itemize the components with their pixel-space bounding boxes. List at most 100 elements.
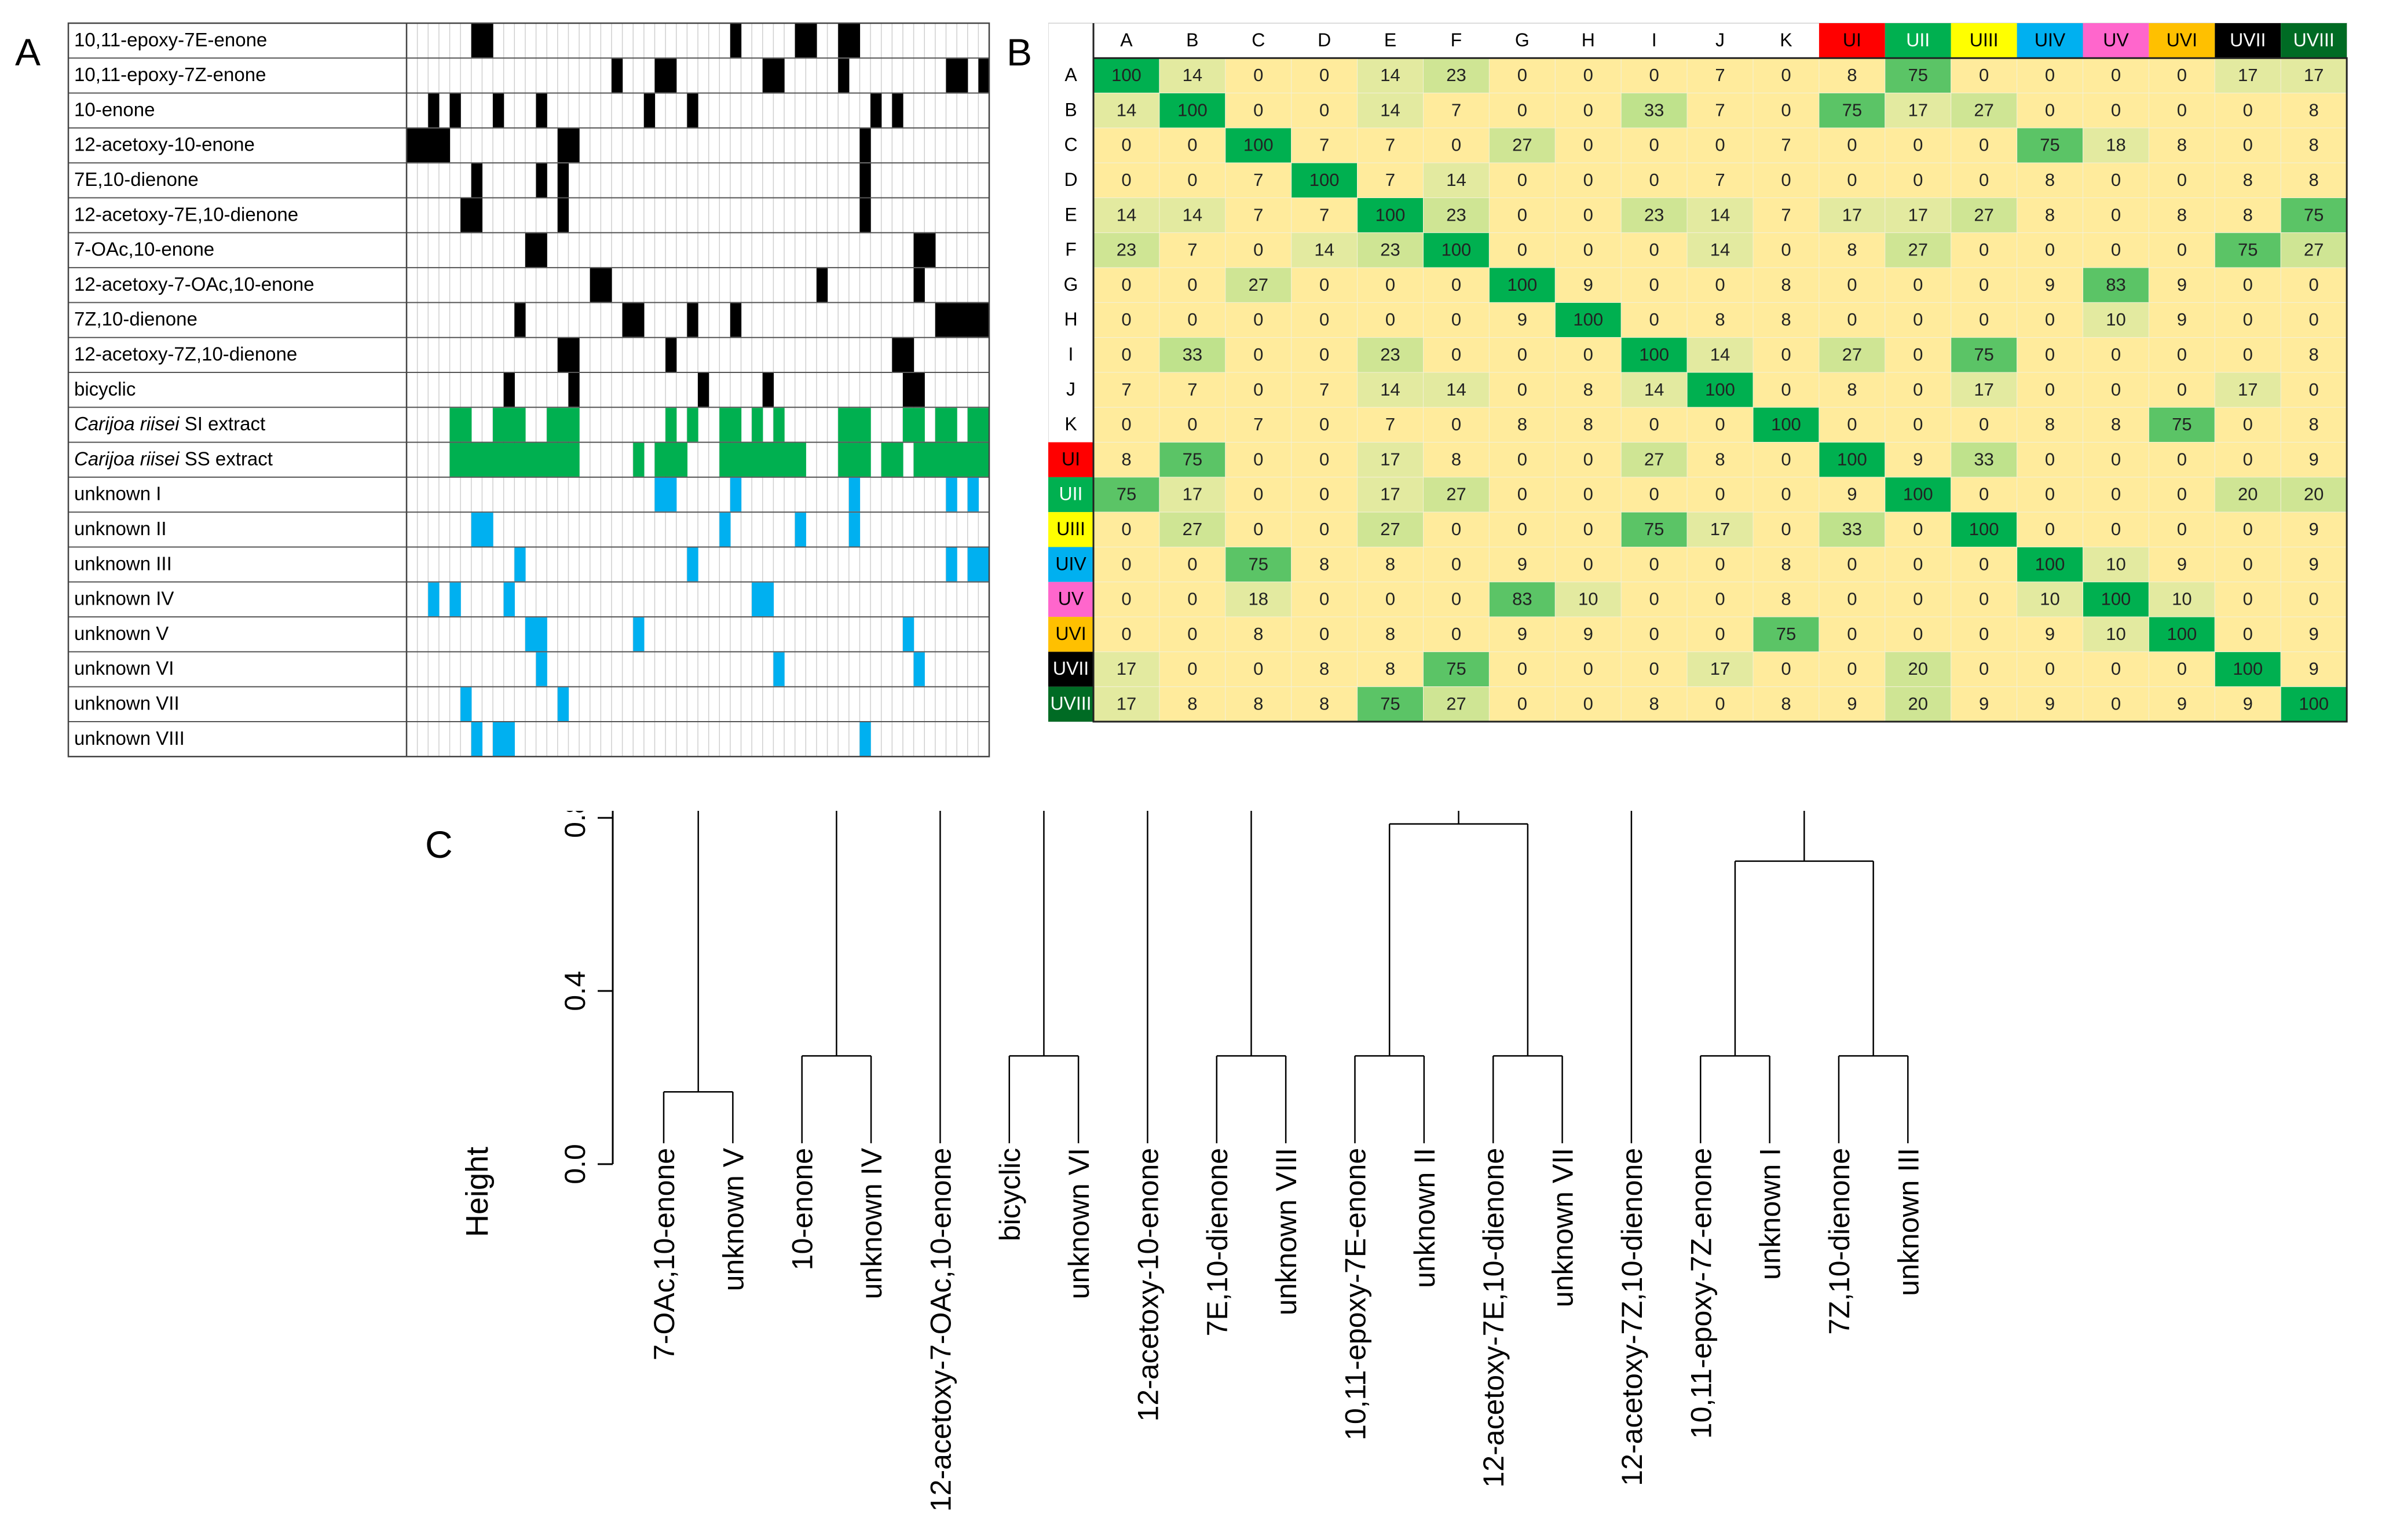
heatmap-cell [1753,127,1820,163]
cell-value: 100 [1309,170,1340,190]
heatmap-cell [2148,581,2215,617]
column-header-label: UII [1906,30,1930,50]
cell-value: 0 [1121,554,1131,574]
cell-value: 75 [1380,693,1400,714]
heatmap-cell [1159,197,1226,233]
cell-value: 8 [2045,204,2055,225]
cell-value: 0 [1847,275,1857,295]
heatmap-cell [1225,127,1292,163]
presence-cell [503,373,515,407]
heatmap-cell [1951,93,2018,129]
heatmap-cell [2083,686,2149,722]
cell-value: 0 [2243,624,2253,644]
cell-value: 14 [1380,100,1400,120]
row-label: unknown II [74,518,167,539]
heatmap-cell [1488,197,1556,233]
cell-value: 0 [1517,449,1527,469]
column-header-label: K [1780,30,1792,50]
presence-cell [881,442,892,477]
heatmap-cell [1093,197,1160,233]
heatmap-cell [2017,651,2083,687]
heatmap-cell [1423,511,1490,548]
presence-cell [687,93,698,127]
presence-cell [773,652,785,686]
heatmap-cell [1225,407,1292,443]
cell-value: 100 [1442,240,1472,260]
heatmap-cell [1951,547,2018,583]
cell-value: 0 [1649,135,1659,155]
cell-value: 0 [1517,659,1527,679]
cell-value: 0 [2177,484,2187,504]
heatmap-cell [1093,93,1160,129]
heatmap-cell [1225,267,1292,303]
heatmap-cell [2280,547,2347,583]
cell-value: 0 [2045,344,2055,364]
cell-value: 14 [1314,240,1334,260]
heatmap-cell [1753,337,1820,373]
heatmap-cell [1951,616,2018,652]
presence-cell [633,442,645,477]
cell-value: 75 [1117,484,1136,504]
heatmap-cell [2148,127,2215,163]
cell-value: 27 [1380,519,1400,539]
cell-value: 0 [1319,100,1329,120]
heatmap-cell [1885,442,1952,478]
cell-value: 0 [1253,519,1263,539]
cell-value: 83 [2106,275,2125,295]
cell-value: 7 [1187,379,1197,400]
presence-cell [946,442,957,477]
panel-c-dendrogram: 0.0 0.4 0.8 Height 7-OAc,10-enone unknown V 10… [460,811,1925,1512]
cell-value: 0 [1847,589,1857,609]
row-header-swatch [1048,686,1093,722]
heatmap-cell [1093,651,1160,687]
heatmap-cell [2280,407,2347,443]
presence-cell [503,582,515,617]
heatmap-cell [1225,162,1292,199]
presence-cell [859,408,871,442]
column-header-swatch [1951,23,2017,58]
presence-cell [913,233,925,268]
presence-cell [482,442,493,477]
presence-cell [773,408,785,442]
cell-value: 100 [1705,379,1735,400]
cell-value: 17 [1908,204,1928,225]
cell-value: 0 [1781,449,1791,469]
cell-value: 100 [1375,204,1406,225]
heatmap-cell [1885,267,1952,303]
presence-cell [762,373,774,407]
cell-value: 75 [1776,624,1796,644]
presence-cell [449,582,461,617]
cell-value: 100 [1639,344,1669,364]
row-label: unknown VIII [74,727,185,749]
presence-cell [514,442,526,477]
cell-value: 27 [1446,693,1466,714]
cell-value: 27 [1183,519,1202,539]
heatmap-cell [1554,267,1622,303]
cell-value: 9 [1517,624,1527,644]
cell-value: 100 [1837,449,1867,469]
presence-cell [557,163,569,197]
heatmap-cell [2214,616,2281,652]
presence-cell [601,268,612,302]
cell-value: 0 [2243,589,2253,609]
cell-value: 14 [1380,379,1400,400]
presence-cell [741,442,752,477]
column-header-swatch [2017,23,2083,58]
heatmap-cell [1423,442,1490,478]
heatmap-cell [1357,337,1424,373]
presence-cell [503,442,515,477]
cell-value: 17 [1183,484,1202,504]
column-header-label: UIII [1970,30,1999,50]
cell-value: 0 [1979,589,1989,609]
cell-value: 75 [1249,554,1268,574]
presence-cell [946,58,957,93]
heatmap-cell [1819,197,1886,233]
heatmap-cell [1488,477,1556,513]
panel-label-c: C [425,823,453,866]
heatmap-cell [1620,93,1688,129]
cell-value: 7 [1121,379,1131,400]
presence-cell [795,442,806,477]
presence-cell [449,408,461,442]
presence-cell [848,442,861,477]
cell-value: 14 [1710,240,1730,260]
